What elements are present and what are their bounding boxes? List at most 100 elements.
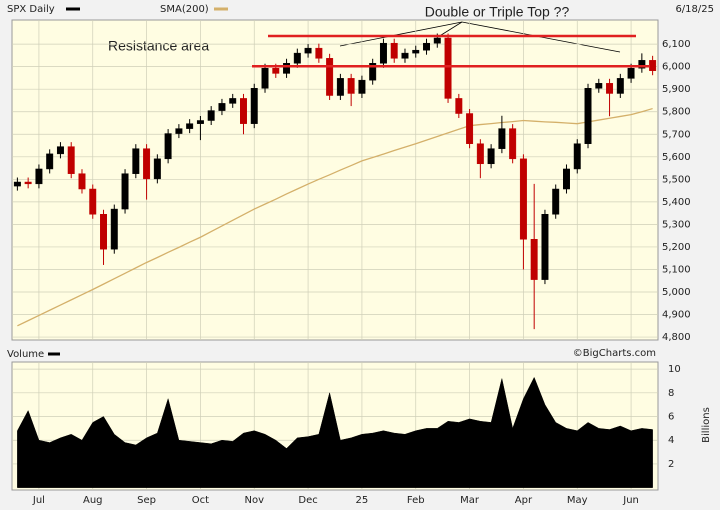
- candle-body: [261, 67, 269, 89]
- candle-body: [100, 214, 107, 250]
- y-tick-label: 4,800: [662, 332, 691, 343]
- candle-body: [283, 63, 291, 74]
- candle-body: [552, 188, 560, 215]
- candle-body: [250, 88, 258, 124]
- candle-body: [78, 173, 86, 190]
- x-tick-label: Mar: [460, 495, 480, 506]
- candle-body: [498, 128, 506, 149]
- y-tick-label: 6,100: [662, 39, 691, 50]
- candle-body: [390, 42, 398, 59]
- x-tick-label: Sep: [137, 495, 156, 506]
- candle-body: [627, 67, 635, 79]
- candle-body: [563, 168, 570, 190]
- price-panel: [11, 19, 659, 341]
- annotation-arrow: [437, 21, 463, 38]
- volume-area: [17, 376, 653, 488]
- x-tick-label: Feb: [407, 495, 425, 506]
- y-tick-label: 5,500: [662, 174, 691, 185]
- y-tick-label: 2: [668, 459, 674, 470]
- legend-label: SPX Daily: [7, 4, 55, 15]
- sma-line: [17, 107, 653, 327]
- x-tick-label: Aug: [83, 495, 103, 506]
- candle-body: [530, 239, 538, 280]
- candle-body: [466, 113, 474, 144]
- candle-body: [433, 37, 441, 44]
- candle-body: [358, 79, 366, 94]
- candle-body: [207, 110, 215, 121]
- candle-body: [595, 83, 603, 89]
- candle-body: [606, 83, 614, 94]
- candle-body: [476, 143, 484, 165]
- y-tick-label: 5,200: [662, 242, 691, 253]
- candle-body: [369, 63, 377, 81]
- x-tick-label: Jul: [32, 495, 45, 506]
- candle-body: [293, 52, 301, 64]
- y-tick-label: 6,000: [662, 62, 691, 73]
- candle-body: [186, 123, 194, 129]
- candle-body: [444, 37, 452, 99]
- candle-body: [89, 188, 97, 215]
- candle-body: [584, 88, 592, 144]
- candle-body: [143, 148, 151, 180]
- candle-body: [164, 133, 172, 160]
- date-label: 6/18/25: [675, 4, 714, 15]
- candle-body: [412, 49, 420, 54]
- y-tick-label: 4: [668, 435, 674, 446]
- y-tick-label: 8: [668, 388, 674, 399]
- y-tick-label: 5,700: [662, 129, 691, 140]
- annotation: Double or Triple Top ??: [425, 4, 570, 20]
- candle-body: [304, 47, 312, 54]
- source: ©BigCharts.com: [573, 348, 656, 359]
- candle-body: [46, 153, 54, 170]
- candle-body: [196, 120, 204, 124]
- candle-body: [541, 214, 549, 280]
- candle-body: [519, 158, 527, 240]
- candle-body: [240, 98, 247, 124]
- candle-body: [132, 148, 140, 174]
- candle-body: [67, 146, 75, 174]
- y-tick-label: 5,800: [662, 107, 691, 118]
- y-tick-label: 5,100: [662, 264, 691, 275]
- y-tick-label: 5,900: [662, 84, 691, 95]
- candle-body: [347, 78, 355, 94]
- candle-body: [35, 168, 43, 185]
- y-tick-label: 5,400: [662, 197, 691, 208]
- candle-body: [153, 158, 161, 180]
- candle-body: [649, 60, 657, 71]
- candle-body: [379, 42, 387, 64]
- candle-body: [509, 128, 517, 160]
- candle-body: [272, 67, 280, 74]
- candle-body: [229, 98, 237, 104]
- y-tick-label: 4,900: [662, 310, 691, 321]
- x-tick-label: 25: [356, 495, 369, 506]
- candle-body: [24, 181, 32, 185]
- candle-body: [573, 143, 581, 170]
- x-tick-label: Dec: [298, 495, 317, 506]
- candle-body: [13, 181, 21, 187]
- x-tick-label: Oct: [192, 495, 209, 506]
- y-tick-label: 5,300: [662, 219, 691, 230]
- candle-body: [315, 47, 323, 59]
- y-tick-label: 6: [668, 412, 674, 423]
- candle-body: [455, 98, 463, 114]
- candle-body: [326, 58, 334, 96]
- candle-body: [218, 103, 226, 111]
- y-tick-label: 5,600: [662, 152, 691, 163]
- candle-body: [616, 78, 624, 94]
- y-tick-label: 10: [668, 364, 681, 375]
- x-tick-label: Apr: [515, 495, 533, 506]
- y-tick-label: 5,000: [662, 287, 691, 298]
- candle-body: [110, 208, 118, 250]
- legend-label: Volume: [7, 349, 44, 360]
- legend-label: SMA(200): [160, 4, 209, 15]
- candle-body: [121, 173, 129, 210]
- candle-body: [487, 148, 495, 165]
- x-tick-label: Jun: [622, 495, 639, 506]
- candle-body: [638, 60, 646, 69]
- candle-body: [336, 78, 344, 96]
- annotation: Resistance area: [108, 38, 209, 54]
- candle-body: [401, 52, 409, 59]
- y-axis-label: Billions: [701, 407, 712, 443]
